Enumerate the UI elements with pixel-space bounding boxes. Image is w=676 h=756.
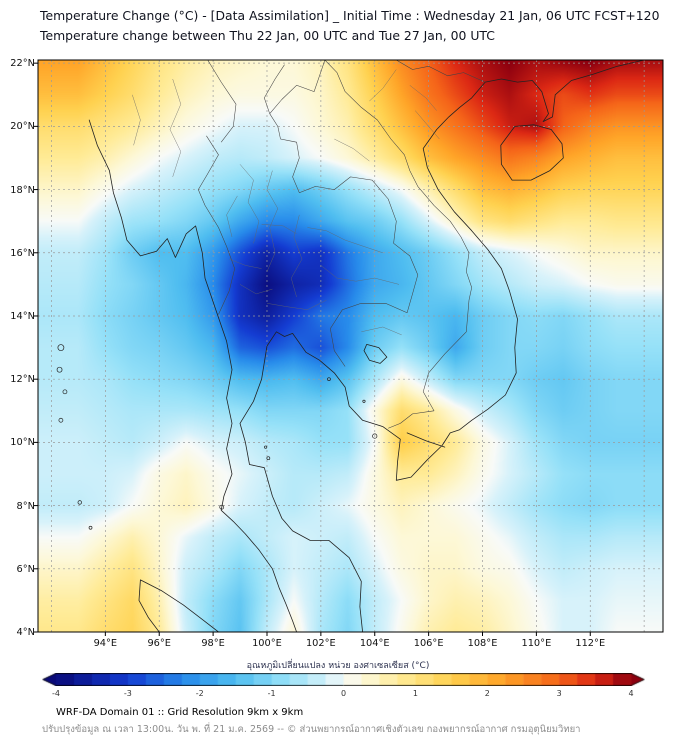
colorbar-tick-label: 1 xyxy=(412,689,418,698)
y-axis-tick-label: 8°N xyxy=(16,500,35,512)
colorbar-tick-label: -2 xyxy=(195,689,204,698)
y-axis-tick-label: 18°N xyxy=(10,184,35,196)
y-axis-tick-label: 20°N xyxy=(10,121,35,133)
y-axis-tick-label: 4°N xyxy=(16,627,35,638)
x-axis-tick-label: 98°E xyxy=(201,638,225,649)
x-axis-tick-label: 100°E xyxy=(252,638,282,649)
colorbar-tick-label: 3 xyxy=(556,689,562,698)
x-axis-tick-label: 104°E xyxy=(359,638,390,649)
footer-update-info: ปรับปรุงข้อมูล ณ เวลา 13:00น. วัน พ. ที่… xyxy=(42,724,581,735)
footer-domain-info: WRF-DA Domain 01 :: Grid Resolution 9km … xyxy=(56,707,304,718)
colorbar-tick-label: -3 xyxy=(123,689,132,698)
colorbar-tick-label: 2 xyxy=(484,689,490,698)
colorbar-tick-label: 0 xyxy=(340,689,347,698)
temperature-heatmap-canvas xyxy=(38,60,663,632)
y-axis-tick-label: 6°N xyxy=(16,563,35,575)
colorbar-canvas xyxy=(42,673,645,686)
colorbar-tick-label: -4 xyxy=(52,689,60,698)
y-axis-tick-label: 12°N xyxy=(10,374,35,386)
colorbar-label: อุณหภูมิเปลี่ยนแปลง หน่วย องศาเซลเซียส (… xyxy=(246,661,430,671)
x-axis-tick-label: 112°E xyxy=(575,638,606,649)
y-axis-tick-label: 10°N xyxy=(10,437,35,449)
x-axis-tick-label: 96°E xyxy=(147,638,171,649)
chart-subtitle: Temperature change between Thu 22 Jan, 0… xyxy=(40,28,495,43)
y-axis-tick-label: 16°N xyxy=(10,247,35,259)
y-axis-tick-label: 14°N xyxy=(10,310,35,322)
colorbar-tick-label: 4 xyxy=(628,689,634,698)
x-axis-tick-label: 110°E xyxy=(521,638,552,649)
y-axis-tick-label: 22°N xyxy=(10,58,35,70)
x-axis-tick-label: 106°E xyxy=(413,638,444,649)
chart-title: Temperature Change (°C) - [Data Assimila… xyxy=(40,8,660,23)
x-axis-tick-label: 108°E xyxy=(467,638,498,649)
x-axis-tick-label: 94°E xyxy=(93,638,118,649)
x-axis-tick-label: 102°E xyxy=(305,638,336,649)
colorbar-tick-label: -1 xyxy=(267,689,276,698)
